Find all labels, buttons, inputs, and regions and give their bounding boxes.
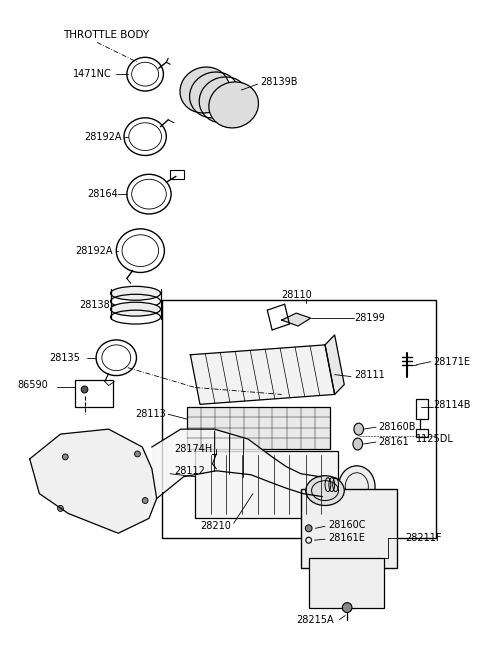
Polygon shape: [30, 429, 156, 533]
Ellipse shape: [124, 118, 166, 155]
Ellipse shape: [342, 603, 352, 613]
Text: 86590: 86590: [17, 380, 48, 390]
Ellipse shape: [110, 302, 160, 316]
Ellipse shape: [180, 67, 229, 113]
Ellipse shape: [142, 497, 148, 504]
Text: 28138: 28138: [80, 300, 110, 310]
Text: 28215A: 28215A: [296, 615, 334, 625]
Ellipse shape: [62, 454, 68, 460]
Ellipse shape: [209, 82, 258, 128]
Text: 28161E: 28161E: [328, 533, 365, 543]
Ellipse shape: [353, 438, 362, 450]
Text: 1471NC: 1471NC: [73, 69, 112, 79]
Ellipse shape: [354, 423, 363, 435]
Text: 28161: 28161: [378, 437, 408, 447]
Bar: [170, 171, 184, 179]
Ellipse shape: [116, 229, 164, 272]
Text: 28113: 28113: [135, 409, 166, 419]
Text: THROTTLE BODY: THROTTLE BODY: [63, 30, 149, 41]
Text: 28112: 28112: [174, 466, 205, 476]
Ellipse shape: [338, 466, 375, 508]
Text: 28135: 28135: [49, 353, 80, 363]
Ellipse shape: [58, 506, 63, 512]
Text: 28110: 28110: [282, 290, 312, 300]
Ellipse shape: [134, 451, 140, 457]
Ellipse shape: [305, 525, 312, 532]
Text: 28160C: 28160C: [328, 520, 365, 530]
Ellipse shape: [127, 57, 163, 91]
Text: 28139B: 28139B: [261, 77, 298, 87]
Polygon shape: [191, 345, 335, 404]
Text: 28160B: 28160B: [378, 422, 416, 432]
Text: 28210: 28210: [200, 522, 231, 531]
Text: 28192A: 28192A: [84, 132, 122, 142]
Text: 1125DL: 1125DL: [417, 434, 454, 444]
Ellipse shape: [81, 386, 88, 393]
Text: 28199: 28199: [354, 313, 384, 323]
Bar: [301, 489, 397, 568]
Bar: [75, 380, 113, 407]
Bar: [309, 558, 384, 607]
Text: 28174H: 28174H: [174, 444, 212, 454]
Bar: [417, 429, 428, 437]
Bar: [195, 451, 337, 518]
Bar: [188, 407, 330, 449]
Text: 28192A: 28192A: [75, 245, 112, 256]
Polygon shape: [282, 313, 311, 326]
Ellipse shape: [96, 340, 136, 376]
Text: 28164: 28164: [87, 189, 118, 199]
Polygon shape: [325, 335, 344, 394]
Text: 28211F: 28211F: [405, 533, 442, 543]
Ellipse shape: [110, 287, 160, 300]
Text: 28114B: 28114B: [434, 400, 471, 411]
Bar: [161, 300, 436, 538]
Text: 28171E: 28171E: [433, 357, 470, 367]
Ellipse shape: [306, 476, 344, 506]
Bar: [417, 400, 428, 419]
Ellipse shape: [127, 174, 171, 214]
Text: 28111: 28111: [354, 369, 384, 380]
